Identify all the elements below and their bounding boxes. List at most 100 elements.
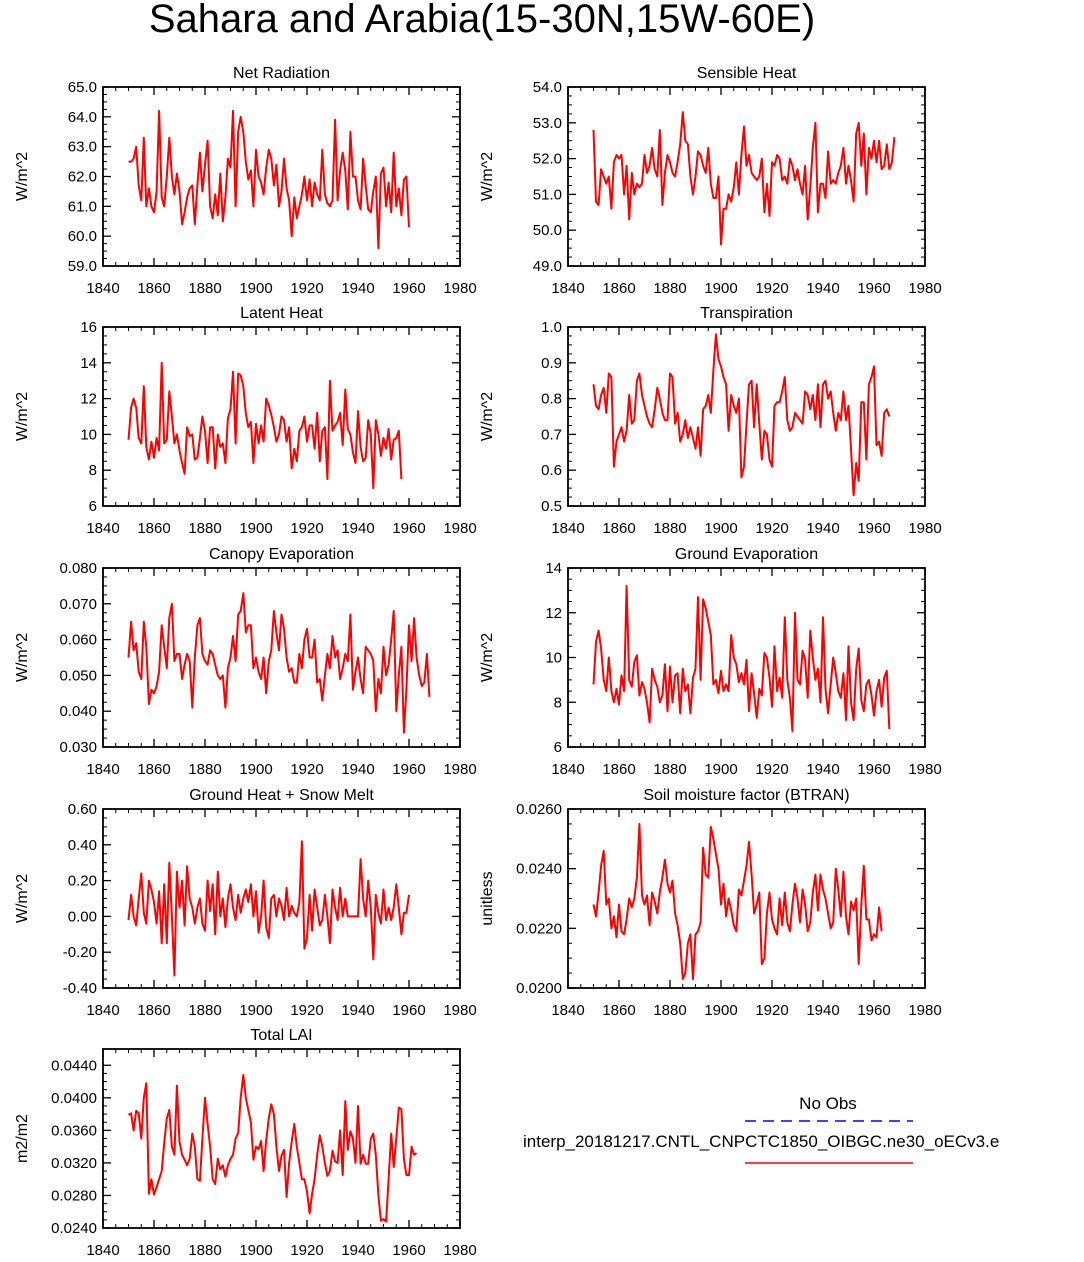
panel-title: Ground Heat + Snow Melt [189,787,374,804]
y-tick-label: 0.7 [541,426,562,443]
x-tick-label: 1880 [653,761,686,778]
legend: No Obs interp_20181217.CNTL_CNPCTC1850_O… [523,1094,999,1164]
x-tick-label: 1900 [704,520,737,537]
total-lai-panel: Total LAI m2/m2 1840 1860 1880 1900 1920 1940 19… [14,1027,477,1259]
series-line-model [127,361,403,490]
plot-frame [567,808,926,989]
x-tick-label: 1960 [857,1002,890,1019]
legend-model-label: interp_20181217.CNTL_CNPCTC1850_OIBGC.ne… [523,1132,999,1151]
x-tick-label: 1860 [137,1242,170,1259]
y-tick-label: 12 [545,605,562,622]
x-tick-label: 1940 [341,1242,374,1259]
y-tick-label: 8 [89,462,97,479]
y-tick-label: 14 [545,560,562,577]
x-tick-label: 1860 [602,1002,635,1019]
y-tick-label: 53.0 [533,115,562,132]
y-tick-label: 12 [80,391,97,408]
x-tick-label: 1880 [188,761,221,778]
panel-title: Soil moisture factor (BTRAN) [643,787,849,804]
series-line-model [127,840,410,977]
y-axis-label: m2/m2 [14,1114,31,1163]
y-tick-label: 0.0240 [516,861,562,878]
series-line-model [592,333,891,497]
canopy-evaporation-panel: Canopy Evaporation W/m^2 1840 1860 1880 1900 1… [14,546,477,778]
y-tick-label: 61.0 [68,198,97,215]
x-tick-label: 1920 [755,1002,788,1019]
series-line-model [127,1074,418,1223]
plot-frame [102,808,461,989]
y-tick-label: 0.0280 [51,1187,97,1204]
x-tick-label: 1900 [704,280,737,297]
x-tick-label: 1840 [86,520,119,537]
x-tick-label: 1940 [806,1002,839,1019]
y-tick-label: 49.0 [533,258,562,275]
x-tick-label: 1980 [908,280,941,297]
net-radiation-panel: Net Radiation W/m^2 1840 1860 1880 1900 1920 19… [14,65,477,297]
x-tick-label: 1920 [290,1002,323,1019]
panel-title: Transpiration [700,305,793,322]
y-tick-label: 51.0 [533,186,562,203]
x-tick-label: 1860 [137,1002,170,1019]
y-tick-label: 10 [80,426,97,443]
panel-title: Sensible Heat [697,65,797,82]
y-tick-label: 0.0400 [51,1090,97,1107]
y-tick-label: 16 [80,319,97,336]
x-tick-label: 1840 [86,1002,119,1019]
y-tick-label: 0.050 [59,667,97,684]
y-tick-label: 0.00 [68,908,97,925]
x-tick-label: 1920 [755,280,788,297]
x-tick-label: 1980 [443,761,476,778]
x-tick-label: 1920 [290,761,323,778]
x-tick-label: 1960 [392,761,425,778]
x-tick-label: 1980 [443,520,476,537]
y-axis-label: W/m^2 [14,874,31,923]
y-axis-label: W/m^2 [479,152,496,201]
transpiration-panel: Transpiration W/m^2 1840 1860 1880 1900 1920 19… [479,305,942,537]
latent-heat-panel: Latent Heat W/m^2 1840 1860 1880 1900 1920 1940… [14,305,477,537]
x-tick-label: 1880 [653,1002,686,1019]
y-tick-label: -0.40 [63,980,97,997]
series-line-model [592,822,883,981]
y-tick-label: 65.0 [68,79,97,96]
y-tick-label: 64.0 [68,109,97,126]
y-tick-label: 0.9 [541,355,562,372]
panel-title: Total LAI [250,1027,312,1044]
y-axis-label: W/m^2 [14,152,31,201]
ground-evaporation-panel: Ground Evaporation W/m^2 1840 1860 1880 1900 1… [479,546,942,778]
plot-frame [102,1048,461,1229]
series-line-model [592,111,896,246]
panel-title: Net Radiation [233,65,330,82]
y-tick-label: 6 [89,498,97,515]
x-tick-label: 1860 [602,520,635,537]
plot-frame [567,86,926,267]
x-tick-label: 1900 [239,520,272,537]
y-tick-label: 62.0 [68,169,97,186]
x-tick-label: 1940 [341,761,374,778]
x-tick-label: 1920 [290,520,323,537]
x-tick-label: 1860 [137,280,170,297]
y-axis-label: unitless [479,871,496,925]
y-tick-label: 59.0 [68,258,97,275]
x-tick-label: 1940 [806,280,839,297]
x-tick-label: 1860 [137,761,170,778]
y-tick-label: 14 [80,355,97,372]
y-tick-label: 10 [545,650,562,667]
y-tick-label: 0.20 [68,873,97,890]
legend-obs-label: No Obs [799,1094,857,1113]
y-tick-label: 0.60 [68,801,97,818]
x-tick-label: 1940 [806,520,839,537]
soil-moisture-factor-panel: Soil moisture factor (BTRAN) unitless 1840… [479,787,942,1019]
x-tick-label: 1840 [86,280,119,297]
y-axis-label: W/m^2 [479,392,496,441]
panel-title: Ground Evaporation [675,546,818,563]
x-tick-label: 1900 [239,1002,272,1019]
ground-heat-snow-melt-panel: Ground Heat + Snow Melt W/m^2 1840 1860 1880… [14,787,477,1019]
x-tick-label: 1960 [857,280,890,297]
x-tick-label: 1940 [341,280,374,297]
x-tick-label: 1900 [704,1002,737,1019]
y-tick-label: 8 [554,694,562,711]
series-line-model [128,109,410,250]
y-tick-label: 0.0260 [516,801,562,818]
x-tick-label: 1840 [86,761,119,778]
